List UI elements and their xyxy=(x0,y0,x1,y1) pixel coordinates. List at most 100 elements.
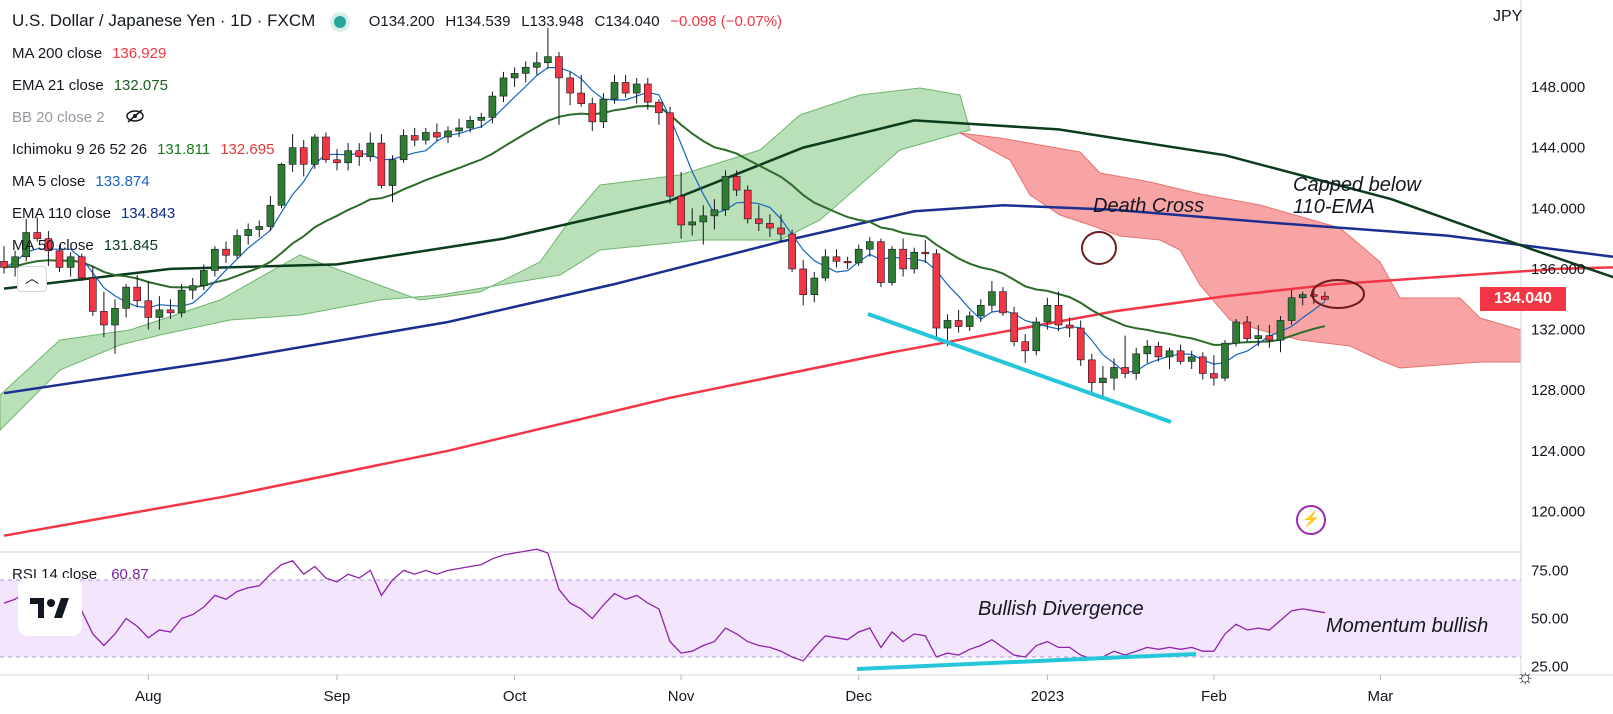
candle[interactable] xyxy=(655,99,663,125)
candle[interactable] xyxy=(1232,318,1240,347)
ma200-line[interactable] xyxy=(3,255,1613,537)
candle[interactable] xyxy=(299,140,308,177)
candle[interactable] xyxy=(532,52,541,75)
candle[interactable] xyxy=(766,214,774,238)
candle[interactable] xyxy=(1010,306,1018,347)
candle[interactable] xyxy=(266,196,275,232)
legend-row[interactable]: Ichimoku 9 26 52 26 131.811 132.695 xyxy=(12,141,284,158)
candle[interactable] xyxy=(999,287,1007,316)
candle[interactable] xyxy=(788,229,796,272)
candle[interactable] xyxy=(22,218,31,262)
candle[interactable] xyxy=(166,299,175,319)
legend-row[interactable]: EMA 21 close 132.075 xyxy=(12,77,178,94)
candle[interactable] xyxy=(1076,320,1085,366)
cap-circle[interactable] xyxy=(1311,279,1365,309)
candle[interactable] xyxy=(777,214,785,242)
candle[interactable] xyxy=(544,27,552,69)
legend-row[interactable]: BB 20 close 2 xyxy=(12,109,145,127)
candle[interactable] xyxy=(710,199,719,230)
candle[interactable] xyxy=(355,143,364,166)
candle[interactable] xyxy=(1310,290,1318,304)
candle[interactable] xyxy=(1254,325,1263,347)
candle[interactable] xyxy=(921,240,930,263)
time-axis[interactable]: Aug Sep Oct Nov Dec 2023 Feb Mar xyxy=(135,675,1393,705)
candle[interactable] xyxy=(377,133,386,189)
candle[interactable] xyxy=(1199,352,1207,380)
candle[interactable] xyxy=(366,132,375,162)
bolt-icon[interactable]: ⚡ xyxy=(1296,505,1326,535)
candle[interactable] xyxy=(222,241,230,263)
candle[interactable] xyxy=(188,278,197,300)
candle[interactable] xyxy=(288,133,297,172)
candle[interactable] xyxy=(1143,340,1152,363)
candle[interactable] xyxy=(954,309,963,333)
candle[interactable] xyxy=(144,281,153,330)
candle[interactable] xyxy=(277,162,286,209)
rsi-trendline[interactable] xyxy=(856,652,1197,671)
candle[interactable] xyxy=(11,250,19,277)
candle[interactable] xyxy=(810,271,819,303)
candle[interactable] xyxy=(1099,365,1107,400)
candle[interactable] xyxy=(865,237,874,257)
candle[interactable] xyxy=(177,284,186,318)
candle[interactable] xyxy=(854,244,863,266)
candle[interactable] xyxy=(799,259,808,306)
candle[interactable] xyxy=(388,155,397,203)
candle[interactable] xyxy=(1121,335,1129,379)
candle[interactable] xyxy=(421,127,430,145)
candle[interactable] xyxy=(555,52,563,125)
candle[interactable] xyxy=(233,229,241,259)
candle[interactable] xyxy=(899,238,907,277)
candle[interactable] xyxy=(444,126,452,144)
legend-row[interactable]: EMA 110 close 134.843 xyxy=(12,205,185,222)
candle[interactable] xyxy=(965,311,974,332)
candle[interactable] xyxy=(688,208,697,236)
hidden-eye-icon[interactable] xyxy=(125,109,145,127)
candle[interactable] xyxy=(832,249,841,268)
candle[interactable] xyxy=(455,118,463,138)
candle[interactable] xyxy=(888,246,896,286)
candle[interactable] xyxy=(721,170,730,216)
candle[interactable] xyxy=(244,223,252,245)
candle[interactable] xyxy=(632,77,641,104)
candle[interactable] xyxy=(621,74,630,98)
candle[interactable] xyxy=(1221,340,1229,382)
candle[interactable] xyxy=(1321,291,1329,301)
candle[interactable] xyxy=(344,143,352,171)
candle[interactable] xyxy=(1065,317,1074,338)
candle[interactable] xyxy=(322,132,330,163)
candle[interactable] xyxy=(643,77,652,110)
candle[interactable] xyxy=(932,249,941,338)
candle[interactable] xyxy=(0,246,8,274)
candle[interactable] xyxy=(44,231,53,266)
candle[interactable] xyxy=(577,74,586,107)
ema21-line[interactable] xyxy=(3,104,1326,346)
currency-label[interactable]: JPY xyxy=(1493,8,1523,25)
candle[interactable] xyxy=(1054,291,1063,332)
candlesticks[interactable] xyxy=(0,27,1329,400)
candle[interactable] xyxy=(1298,291,1307,306)
rsi-line[interactable] xyxy=(3,548,1326,662)
candle[interactable] xyxy=(122,284,130,318)
candle[interactable] xyxy=(77,253,86,282)
ema110-line[interactable] xyxy=(3,203,1613,395)
candle[interactable] xyxy=(1032,317,1041,356)
candle[interactable] xyxy=(1165,347,1174,369)
drawings[interactable]: Death Cross Capped below 110-EMA Bullish… xyxy=(856,174,1488,671)
candle[interactable] xyxy=(1243,315,1251,342)
candle[interactable] xyxy=(1132,347,1140,380)
ma5-line[interactable] xyxy=(3,67,1326,373)
candle[interactable] xyxy=(133,274,141,307)
candle[interactable] xyxy=(1176,344,1185,365)
candle[interactable] xyxy=(466,115,475,133)
candle[interactable] xyxy=(155,296,164,330)
candle[interactable] xyxy=(310,133,319,169)
price-axis[interactable]: 148.000 144.000 140.000 136.000 132.000 128.0… xyxy=(1531,79,1585,676)
candle[interactable] xyxy=(1276,315,1285,353)
death-cross-circle[interactable] xyxy=(1081,231,1117,265)
candle[interactable] xyxy=(910,247,919,274)
candle[interactable] xyxy=(1154,341,1163,362)
candle[interactable] xyxy=(255,220,264,238)
candle[interactable] xyxy=(66,252,75,277)
